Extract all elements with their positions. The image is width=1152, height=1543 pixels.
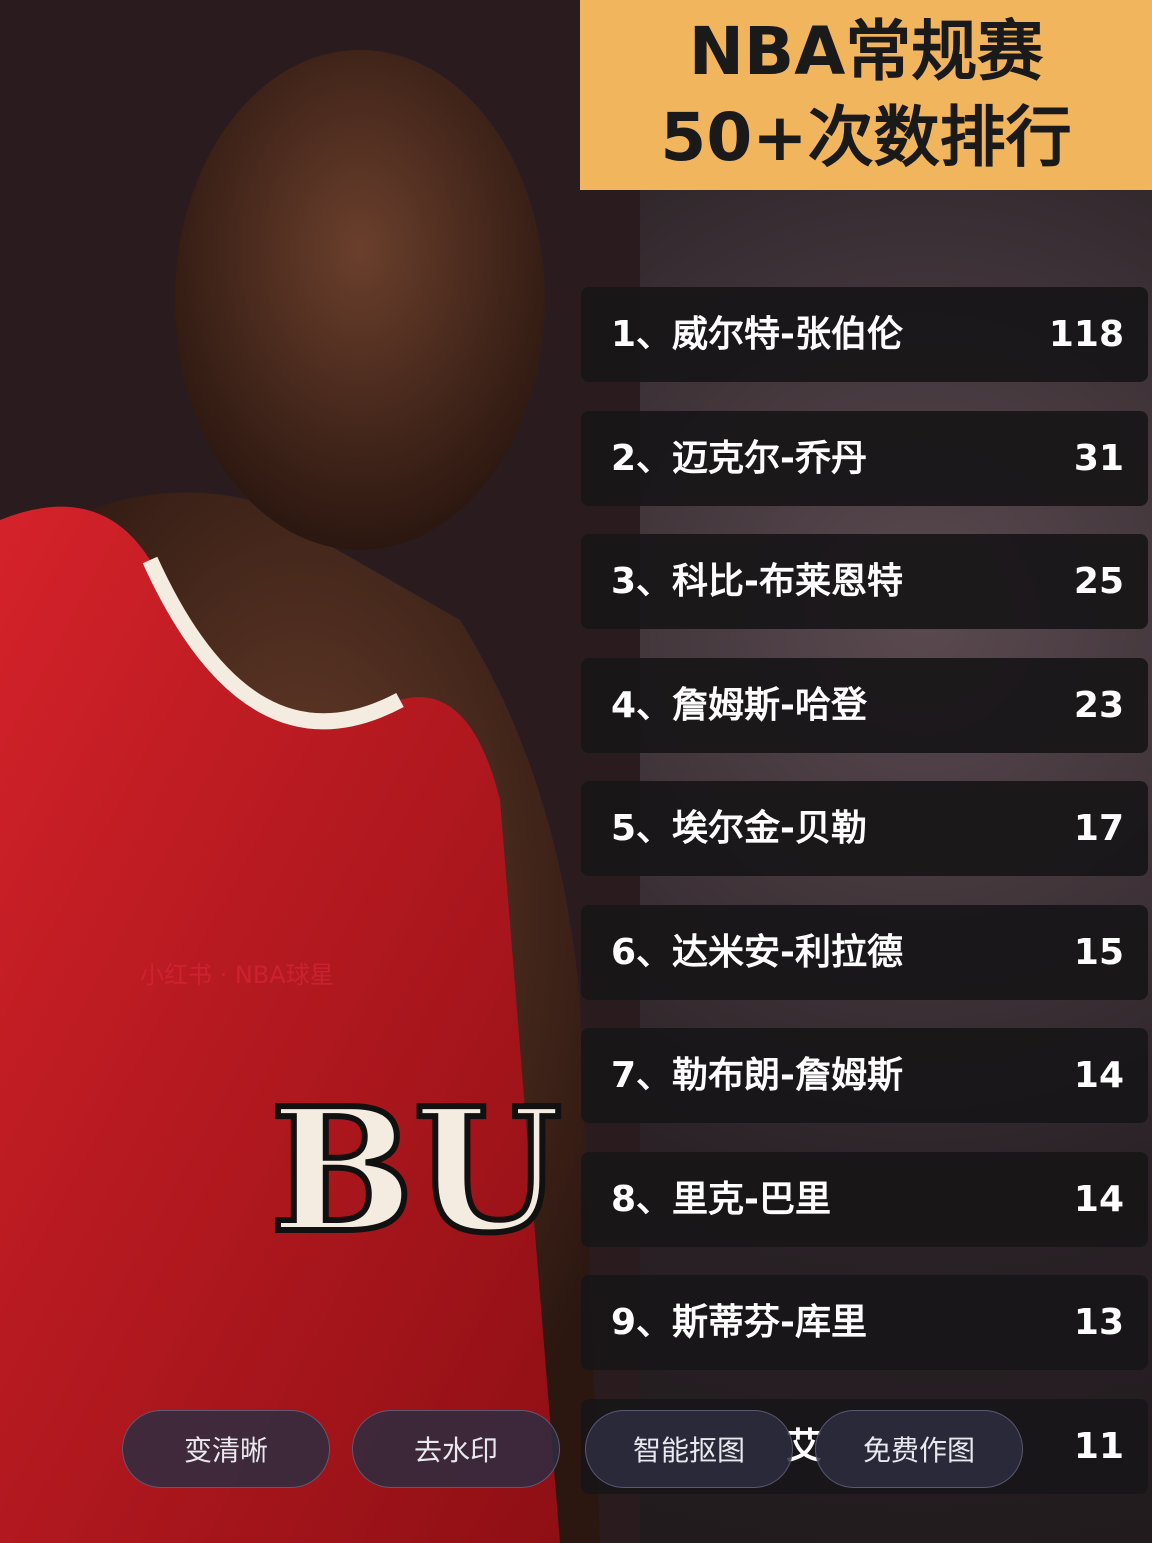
player-name: 2、迈克尔-乔丹 bbox=[611, 437, 867, 479]
ranking-row: 3、科比-布莱恩特 25 bbox=[581, 534, 1148, 629]
player-name: 3、科比-布莱恩特 bbox=[611, 561, 903, 602]
title-banner: NBA常规赛 50+次数排行 bbox=[580, 0, 1152, 190]
player-name: 8、里克-巴里 bbox=[611, 1178, 831, 1220]
ranking-row: 2、迈克尔-乔丹 31 bbox=[581, 410, 1148, 506]
player-name: 1、威尔特-张伯伦 bbox=[611, 314, 903, 355]
fifty-point-count: 118 bbox=[1048, 314, 1124, 355]
fifty-point-count: 13 bbox=[1073, 1302, 1124, 1343]
enhance-button[interactable]: 变清晰 bbox=[122, 1410, 330, 1488]
ranking-row: 6、达米安-利拉德 15 bbox=[581, 904, 1148, 1000]
fifty-point-count: 14 bbox=[1073, 1178, 1124, 1220]
player-name: 9、斯蒂芬-库里 bbox=[611, 1302, 867, 1343]
fifty-point-count: 14 bbox=[1073, 1055, 1124, 1096]
player-name: 5、埃尔金-贝勒 bbox=[611, 808, 867, 849]
ranking-row: 9、斯蒂芬-库里 13 bbox=[581, 1275, 1148, 1370]
fifty-point-count: 11 bbox=[1073, 1425, 1124, 1467]
ranking-row: 7、勒布朗-詹姆斯 14 bbox=[581, 1028, 1148, 1123]
smart-cutout-button[interactable]: 智能抠图 bbox=[585, 1410, 793, 1488]
free-design-button[interactable]: 免费作图 bbox=[815, 1410, 1023, 1488]
remove-watermark-button[interactable]: 去水印 bbox=[352, 1410, 560, 1488]
title-line-2: 50+次数排行 bbox=[660, 99, 1072, 176]
ranking-row: 8、里克-巴里 14 bbox=[581, 1151, 1148, 1247]
fifty-point-count: 17 bbox=[1073, 808, 1124, 849]
fifty-point-count: 25 bbox=[1073, 561, 1124, 602]
fifty-point-count: 23 bbox=[1073, 684, 1124, 726]
svg-text:BU: BU bbox=[270, 1071, 562, 1271]
ranking-row: 5、埃尔金-贝勒 17 bbox=[581, 781, 1148, 876]
player-name: 7、勒布朗-詹姆斯 bbox=[611, 1055, 903, 1096]
ranking-row: 4、詹姆斯-哈登 23 bbox=[581, 657, 1148, 753]
watermark: 小红书 · NBA球星 bbox=[140, 961, 334, 989]
fifty-point-count: 15 bbox=[1073, 931, 1124, 973]
fifty-point-count: 31 bbox=[1073, 437, 1124, 479]
player-name: 4、詹姆斯-哈登 bbox=[611, 684, 867, 726]
player-photo: BU bbox=[0, 0, 640, 1543]
ranking-row: 1、威尔特-张伯伦 118 bbox=[581, 287, 1148, 382]
title-line-1: NBA常规赛 bbox=[688, 13, 1044, 90]
player-name: 6、达米安-利拉德 bbox=[611, 931, 903, 973]
